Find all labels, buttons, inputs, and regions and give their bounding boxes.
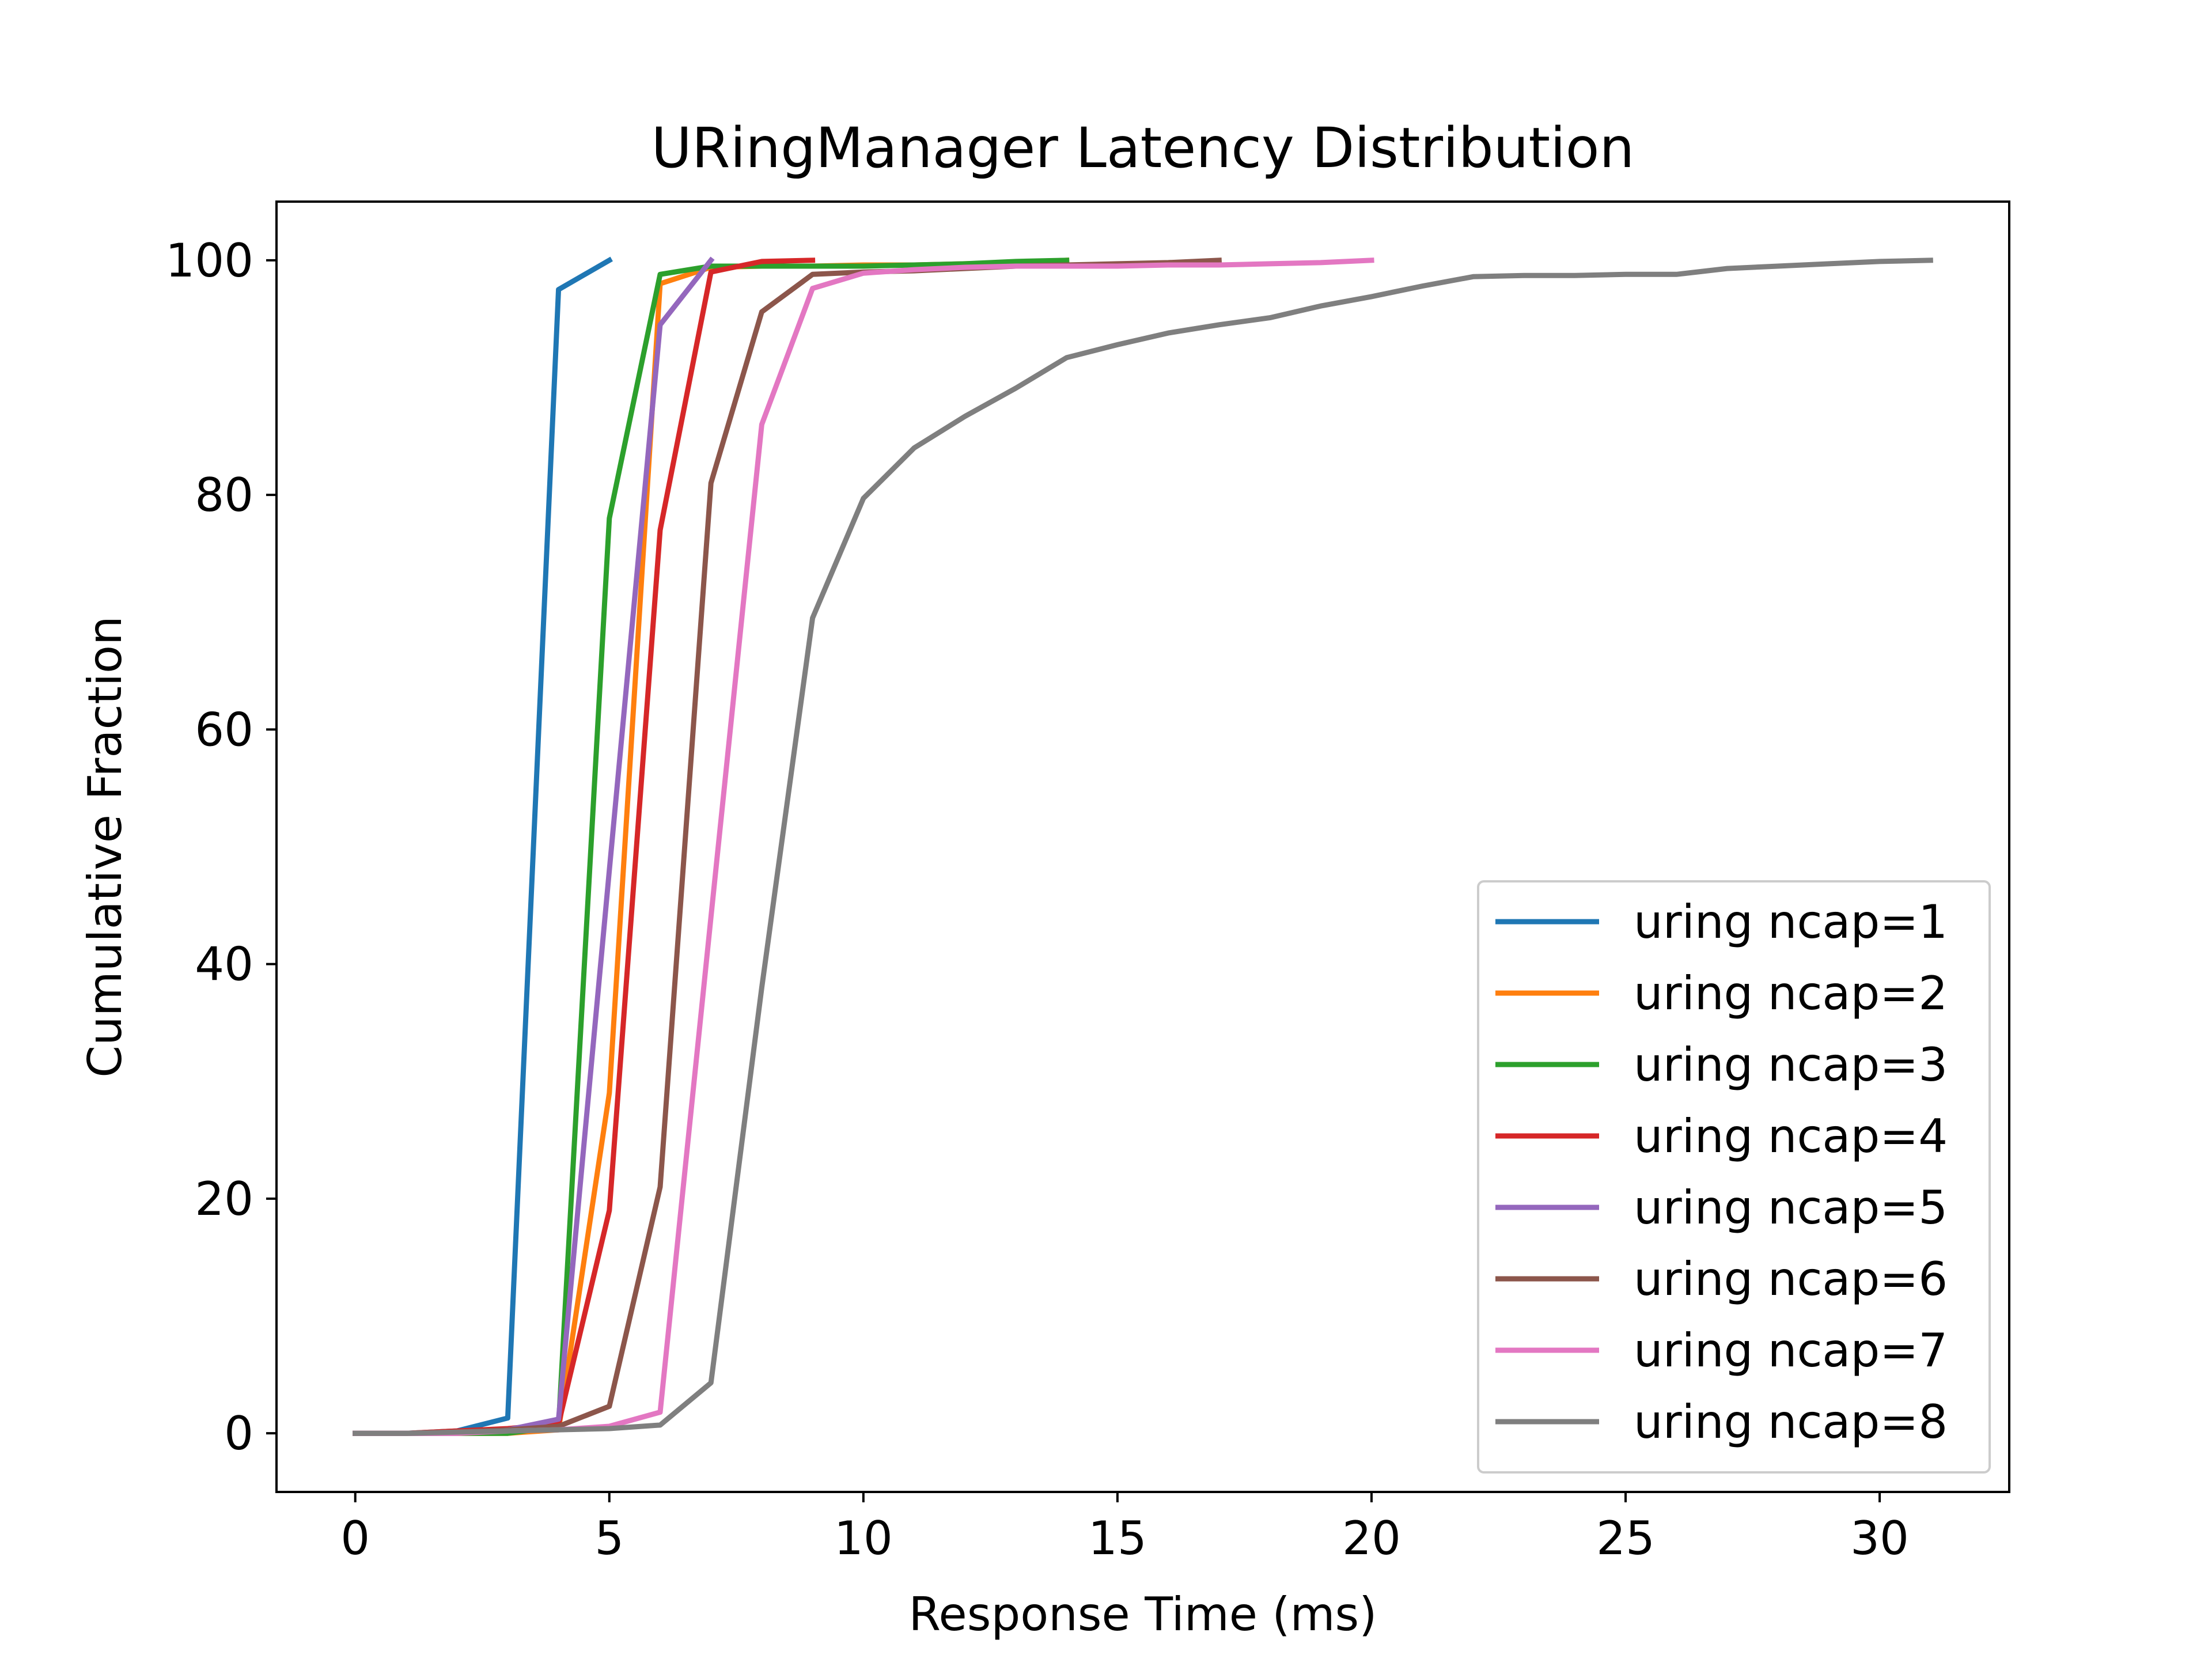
x-axis: 0 5 10 15 20 25 30 [340,1492,1909,1565]
legend-label: uring ncap=8 [1634,1395,1948,1449]
y-axis-label: Cumulative Fraction [78,616,132,1077]
legend-label: uring ncap=2 [1634,967,1948,1020]
x-tick-label: 30 [1850,1512,1909,1565]
legend-label: uring ncap=5 [1634,1181,1948,1234]
legend-label: uring ncap=6 [1634,1252,1948,1306]
legend-label: uring ncap=7 [1634,1324,1948,1377]
legend-label: uring ncap=3 [1634,1038,1948,1092]
x-tick-label: 25 [1596,1512,1655,1565]
x-tick-label: 15 [1088,1512,1147,1565]
legend-label: uring ncap=1 [1634,895,1948,949]
x-tick-label: 5 [594,1512,624,1565]
axes-frame [275,200,2010,1493]
legend-label: uring ncap=4 [1634,1109,1948,1163]
x-axis-label: Response Time (ms) [909,1588,1377,1641]
y-tick-label: 60 [195,703,253,756]
legend-box [1477,880,1991,1474]
x-tick-label: 20 [1342,1512,1401,1565]
y-axis: 0 20 40 60 80 100 [165,234,276,1460]
chart-title: URingManager Latency Distribution [652,116,1635,180]
plot-area [353,256,1933,1436]
y-tick-label: 100 [165,234,253,287]
y-tick-label: 0 [224,1407,253,1460]
series-line-8 [353,257,1933,1436]
y-tick-label: 40 [195,938,253,991]
x-tick-label: 0 [340,1512,370,1565]
legend: uring ncap=1 uring ncap=2 uring ncap=3 urin… [1477,880,1991,1474]
y-tick-label: 20 [195,1172,253,1226]
y-tick-label: 80 [195,468,253,522]
x-tick-label: 10 [834,1512,893,1565]
